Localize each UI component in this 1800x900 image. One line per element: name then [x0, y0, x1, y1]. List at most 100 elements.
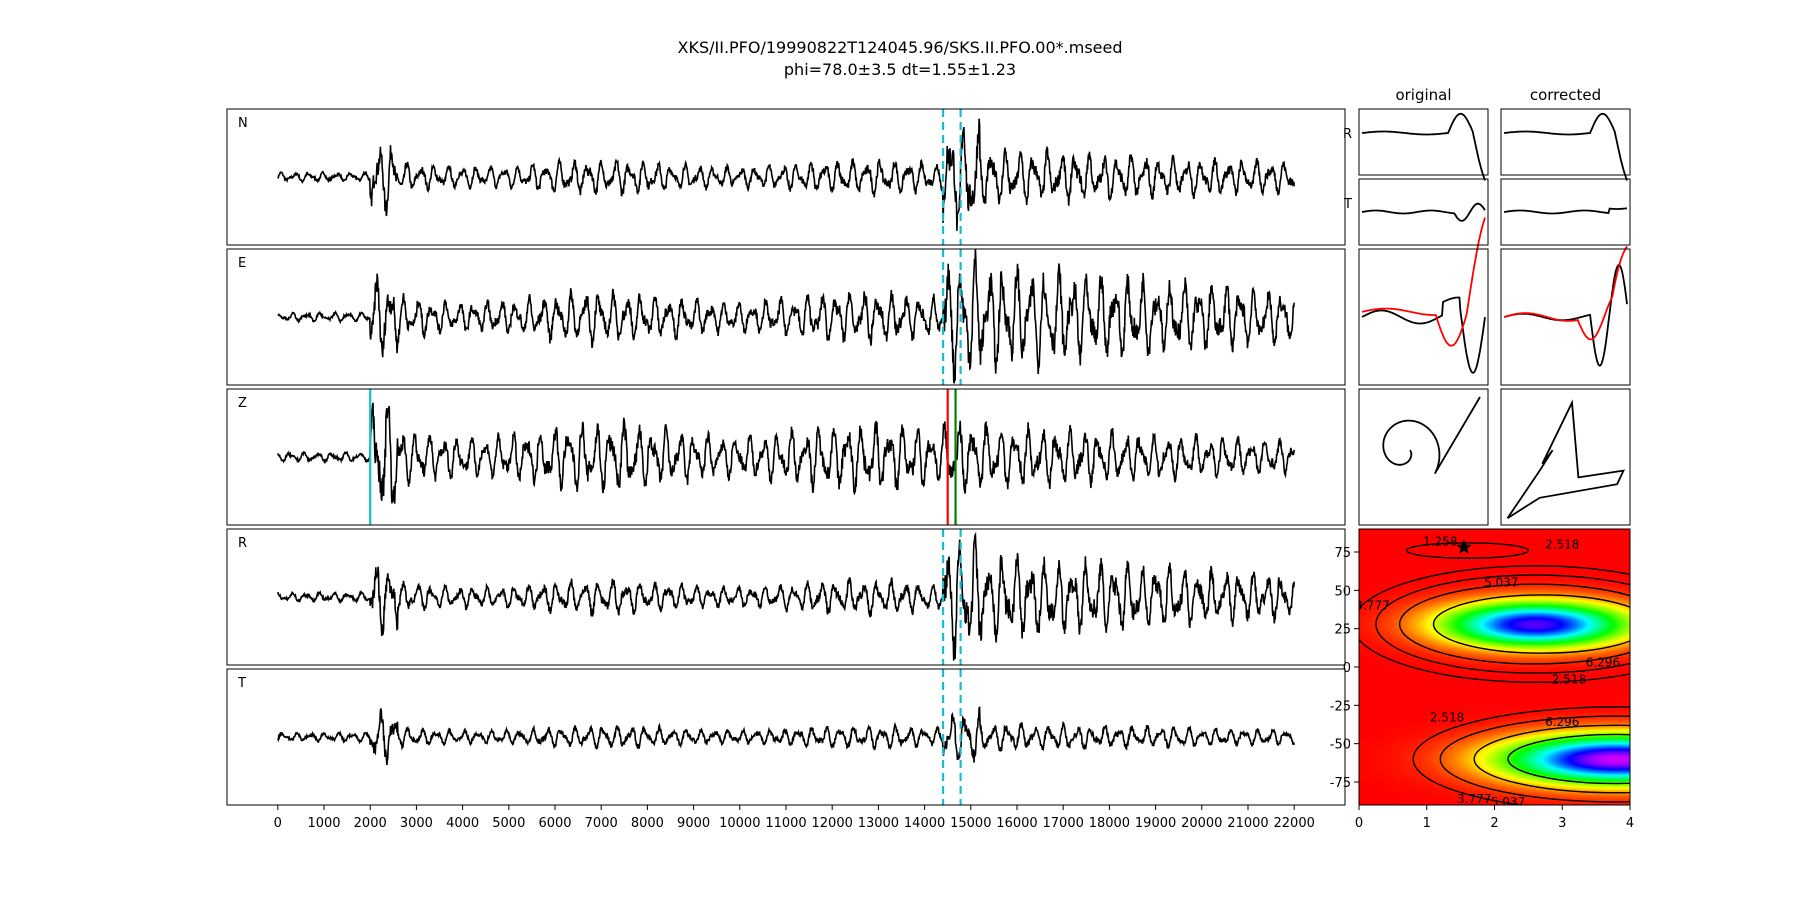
trace-frame-R	[226, 528, 1346, 666]
trace-panel-Z: Z	[226, 388, 1346, 526]
x-tick-label: 14000	[904, 816, 945, 831]
corrected-slow-trace	[1503, 245, 1628, 341]
x-tick-label: 20000	[1181, 816, 1222, 831]
contour-lower-0	[1412, 706, 1630, 805]
x-tick-label: 18000	[1089, 816, 1130, 831]
small-panel-1-2	[1500, 248, 1631, 386]
x-tick-label: 17000	[1043, 816, 1084, 831]
heatmap-y-tick-label: -25	[1330, 699, 1351, 714]
x-tick-label: 6000	[538, 816, 571, 831]
original-R-trace	[1361, 112, 1486, 181]
contour-label: 3.777	[1457, 792, 1491, 806]
contour-label: 5.037	[1491, 795, 1525, 809]
heatmap-x-tick-label: 2	[1490, 816, 1498, 831]
column-title-corrected: corrected	[1530, 86, 1601, 104]
heatmap-y-tick-label: 25	[1334, 623, 1351, 638]
corrected-T-trace	[1503, 207, 1628, 215]
original-slow-trace	[1361, 217, 1486, 347]
trace-frame-E	[226, 248, 1346, 386]
contour-label: 3.777	[1355, 599, 1389, 613]
heatmap-y-tick-label: -50	[1330, 738, 1351, 753]
trace-label-E: E	[238, 256, 246, 271]
row-label-R: R	[1343, 127, 1352, 142]
chart-title: XKS/II.PFO/19990822T124045.96/SKS.II.PFO…	[677, 38, 1123, 57]
contour-label: 2.518	[1545, 537, 1579, 551]
original-particle-motion	[1382, 396, 1481, 475]
trace-label-R: R	[238, 536, 247, 551]
heatmap-x-tick-label: 0	[1355, 816, 1363, 831]
corrected-particle-motion	[1506, 399, 1626, 519]
x-tick-label: 21000	[1227, 816, 1268, 831]
waveform-N	[277, 118, 1295, 231]
x-tick-label: 3000	[400, 816, 433, 831]
x-tick-label: 9000	[677, 816, 710, 831]
contour-upper-3	[1432, 594, 1630, 654]
contour-lower-3	[1507, 733, 1630, 785]
small-panel-0-3	[1358, 388, 1489, 526]
contour-lower-2	[1473, 724, 1630, 794]
corrected-fast-trace	[1503, 263, 1628, 367]
small-panel-0-2	[1358, 248, 1489, 386]
contour-label: 1.258	[1423, 534, 1457, 548]
heatmap-y-tick-label: 75	[1334, 546, 1351, 561]
x-tick-label: 16000	[996, 816, 1037, 831]
heatmap-x-tick-label: 3	[1558, 816, 1566, 831]
contour-lower-1	[1439, 715, 1630, 803]
trace-label-Z: Z	[238, 396, 247, 411]
small-panel-0-1	[1358, 178, 1489, 246]
small-panel-1-3	[1500, 388, 1631, 526]
x-tick-label: 10000	[719, 816, 760, 831]
heatmap-image	[1359, 529, 1630, 805]
waveform-Z	[277, 402, 1295, 504]
contour-upper-1	[1375, 574, 1630, 674]
x-tick-label: 5000	[492, 816, 525, 831]
best-fit-star	[1456, 539, 1472, 554]
trace-label-N: N	[238, 116, 248, 131]
x-tick-label: 19000	[1135, 816, 1176, 831]
chart-subtitle: phi=78.0±3.5 dt=1.55±1.23	[783, 60, 1017, 79]
waveform-R	[277, 531, 1295, 661]
x-tick-label: 2000	[354, 816, 387, 831]
x-tick-label: 4000	[446, 816, 479, 831]
waveform-E	[277, 249, 1295, 384]
heatmap-y-tick-label: -75	[1330, 776, 1351, 791]
row-label-T: T	[1343, 197, 1352, 212]
trace-frame-N	[226, 108, 1346, 246]
contour-label: 2.518	[1430, 711, 1464, 725]
x-tick-label: 11000	[765, 816, 806, 831]
x-tick-label: 8000	[631, 816, 664, 831]
contour-label: 5.037	[1484, 576, 1518, 590]
contour-min	[1405, 542, 1530, 559]
trace-frame-Z	[226, 388, 1346, 526]
heatmap-y-tick-label: 50	[1334, 584, 1351, 599]
trace-panel-R: R	[226, 528, 1346, 666]
corrected-R-trace	[1503, 112, 1628, 181]
x-tick-label: 22000	[1274, 816, 1315, 831]
small-panel-0-0	[1358, 108, 1489, 176]
contour-label: 6.296	[1545, 715, 1579, 729]
trace-panel-T: T	[226, 668, 1346, 806]
small-panel-1-1	[1500, 178, 1631, 246]
heatmap-x-tick-label: 4	[1626, 816, 1634, 831]
original-T-trace	[1361, 202, 1486, 222]
x-tick-label: 7000	[585, 816, 618, 831]
small-panel-1-0	[1500, 108, 1631, 176]
contour-upper-2	[1398, 583, 1630, 665]
x-tick-label: 0	[274, 816, 282, 831]
column-title-original: original	[1395, 86, 1451, 104]
contour-upper-0	[1359, 565, 1630, 684]
trace-panel-N: N	[226, 108, 1346, 246]
trace-panel-E: E	[226, 248, 1346, 386]
original-fast-trace	[1361, 296, 1486, 374]
waveform-T	[277, 705, 1295, 766]
x-tick-label: 13000	[858, 816, 899, 831]
x-tick-label: 1000	[307, 816, 340, 831]
contour-label: 2.518	[1552, 672, 1586, 686]
heatmap-y-tick-label: 0	[1343, 661, 1351, 676]
contour-label: 6.296	[1586, 655, 1620, 669]
heatmap-x-tick-label: 1	[1423, 816, 1431, 831]
x-tick-label: 12000	[812, 816, 853, 831]
trace-label-T: T	[237, 676, 246, 691]
